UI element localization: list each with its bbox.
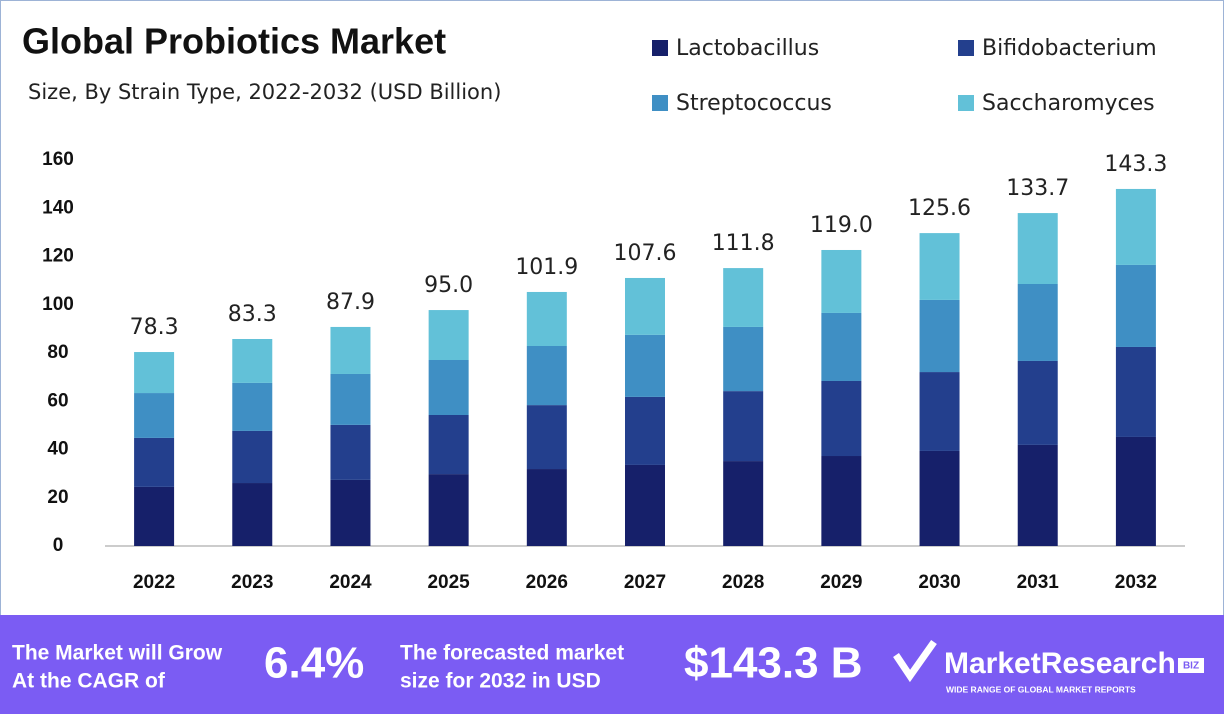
total-label: 119.0 — [810, 213, 873, 238]
total-label: 143.3 — [1104, 152, 1167, 177]
y-tick-label: 120 — [42, 246, 74, 267]
bar-segment — [428, 359, 469, 416]
bar-segment — [723, 326, 764, 392]
bar-segment — [428, 415, 469, 475]
x-tick-label: 2028 — [722, 572, 764, 593]
bar-segment — [134, 393, 175, 438]
bar-segment — [134, 437, 175, 487]
brand-tagline: WIDE RANGE OF GLOBAL MARKET REPORTS — [946, 684, 1136, 694]
x-tick-label: 2024 — [329, 572, 372, 593]
bar-segment — [919, 450, 960, 546]
footer-text: size for 2032 in USD — [400, 670, 601, 693]
bar-segment — [625, 396, 665, 465]
legend-label: Lactobacillus — [676, 36, 819, 61]
bar-segment — [232, 430, 273, 484]
x-tick-label: 2027 — [624, 572, 666, 593]
bar-segment — [428, 310, 469, 360]
y-tick-label: 140 — [42, 197, 74, 218]
legend-swatch — [958, 40, 974, 56]
brand-tag-box — [1178, 658, 1204, 673]
total-label: 83.3 — [228, 302, 277, 327]
legend-label: Streptococcus — [676, 91, 832, 116]
x-tick-label: 2030 — [918, 572, 960, 593]
footer-text: The Market will Grow — [12, 642, 223, 665]
bar-segment — [330, 479, 371, 546]
y-tick-label: 40 — [47, 439, 68, 460]
bar-segment — [919, 233, 960, 300]
bar-segment — [526, 469, 567, 546]
logo-icon — [893, 639, 937, 683]
bar-segment — [723, 268, 764, 327]
bar-segment — [134, 352, 175, 394]
bar-segment — [919, 372, 960, 451]
bar-segment — [526, 405, 567, 470]
bar-segment — [330, 373, 371, 425]
x-tick-label: 2022 — [133, 572, 175, 593]
bar-segment — [625, 464, 665, 546]
total-label: 95.0 — [424, 273, 473, 298]
bar-segment — [821, 312, 862, 381]
y-tick-label: 80 — [47, 342, 68, 363]
bar-segment — [232, 339, 273, 383]
total-label: 87.9 — [326, 290, 375, 315]
x-tick-label: 2031 — [1017, 572, 1060, 593]
legend-label: Saccharomyces — [982, 91, 1155, 116]
x-tick-label: 2032 — [1115, 572, 1157, 593]
y-tick-label: 60 — [47, 390, 68, 411]
total-label: 107.6 — [614, 241, 677, 266]
bar-segment — [821, 380, 862, 457]
bar-segment — [723, 391, 764, 462]
bar-segment — [1017, 444, 1058, 546]
total-label: 78.3 — [130, 315, 179, 340]
y-tick-label: 0 — [53, 535, 64, 556]
brand: MarketResearch — [944, 647, 1176, 680]
bar-segment — [134, 486, 175, 546]
footer-value: $143.3 B — [684, 639, 863, 688]
y-tick-label: 160 — [42, 149, 74, 170]
bar-segment — [232, 483, 273, 546]
legend-swatch — [652, 95, 668, 111]
y-tick-label: 100 — [42, 294, 74, 315]
legend-swatch — [958, 95, 974, 111]
total-label: 125.6 — [908, 196, 971, 221]
footer-band — [0, 615, 1224, 714]
footer-value: 6.4% — [264, 639, 364, 688]
total-label: 111.8 — [712, 231, 775, 256]
bar-segment — [625, 277, 665, 335]
bar-segment — [428, 474, 469, 546]
footer-text: At the CAGR of — [12, 670, 166, 693]
chart-subtitle: Size, By Strain Type, 2022-2032 (USD Bil… — [28, 80, 501, 104]
bar-segment — [1017, 213, 1058, 285]
bar-segment — [330, 424, 371, 480]
bar-segment — [232, 382, 273, 431]
x-tick-label: 2029 — [820, 572, 862, 593]
bar-segment — [1115, 346, 1156, 437]
x-tick-label: 2023 — [231, 572, 273, 593]
bar-segment — [1017, 284, 1058, 361]
chart-title: Global Probiotics Market — [22, 21, 446, 62]
bar-segment — [821, 249, 862, 313]
total-label: 133.7 — [1006, 176, 1069, 201]
bar-segment — [723, 461, 764, 546]
legend-label: Bifidobacterium — [982, 36, 1157, 61]
bar-segment — [1115, 436, 1156, 546]
bar-segment — [625, 334, 665, 397]
bar-segment — [821, 456, 862, 546]
bar-segment — [526, 346, 567, 406]
bar-segment — [1017, 360, 1058, 445]
x-tick-label: 2025 — [427, 572, 470, 593]
brand-tag: BIZ — [1183, 661, 1199, 672]
bar-segment — [1115, 188, 1156, 265]
bar-segment — [1115, 264, 1156, 347]
legend-swatch — [652, 40, 668, 56]
x-tick-label: 2026 — [526, 572, 568, 593]
bar-segment — [330, 326, 371, 374]
total-label: 101.9 — [515, 255, 578, 280]
bar-segment — [526, 291, 567, 347]
y-tick-label: 20 — [47, 487, 68, 508]
footer-text: The forecasted market — [400, 642, 624, 665]
bar-segment — [919, 299, 960, 373]
